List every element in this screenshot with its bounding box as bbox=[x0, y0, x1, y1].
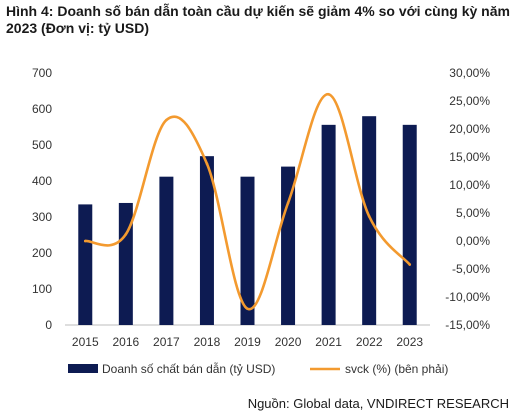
x-tick-label: 2017 bbox=[153, 335, 180, 349]
y-left-tick-label: 200 bbox=[32, 246, 52, 260]
yoy-point bbox=[205, 162, 209, 166]
y-left-tick-label: 100 bbox=[32, 282, 52, 296]
legend-swatch-bars bbox=[68, 364, 98, 373]
y-right-tick-label: 10,00% bbox=[449, 178, 490, 192]
chart-title: Hình 4: Doanh số bán dẫn toàn cầu dự kiế… bbox=[6, 3, 510, 36]
y-right-tick-label: 25,00% bbox=[449, 94, 490, 108]
y-left-tick-label: 600 bbox=[32, 102, 52, 116]
legend-label-bars: Doanh số chất bán dẫn (tỷ USD) bbox=[102, 361, 275, 376]
y-left-tick-label: 400 bbox=[32, 174, 52, 188]
yoy-point bbox=[327, 92, 330, 96]
y-right-tick-label: -5,00% bbox=[452, 262, 490, 276]
x-tick-label: 2021 bbox=[315, 335, 342, 349]
y-right-tick-label: 15,00% bbox=[449, 150, 490, 164]
yoy-line bbox=[83, 92, 412, 311]
y-left-tick-label: 500 bbox=[32, 138, 52, 152]
y-left-tick-label: 0 bbox=[45, 318, 52, 332]
bar bbox=[159, 176, 174, 325]
y-right-tick-label: 20,00% bbox=[449, 122, 490, 136]
x-tick-label: 2015 bbox=[72, 335, 99, 349]
bar bbox=[78, 204, 93, 325]
x-tick-label: 2023 bbox=[396, 335, 423, 349]
bar bbox=[402, 124, 417, 325]
yoy-point bbox=[367, 215, 371, 218]
yoy-point bbox=[286, 201, 290, 205]
yoy-point bbox=[408, 263, 412, 266]
yoy-point bbox=[83, 239, 87, 243]
yoy-point bbox=[165, 118, 168, 122]
x-tick-label: 2020 bbox=[275, 335, 302, 349]
y-right-tick-label: 0,00% bbox=[456, 234, 490, 248]
source-note: Nguồn: Global data, VNDIRECT RESEARCH bbox=[247, 396, 509, 411]
x-tick-label: 2018 bbox=[194, 335, 221, 349]
bar bbox=[321, 124, 336, 325]
legend-label-line: svck (%) (bên phải) bbox=[345, 362, 448, 376]
x-tick-label: 2022 bbox=[356, 335, 383, 349]
bar bbox=[199, 156, 214, 325]
y-right-tick-label: 5,00% bbox=[456, 206, 490, 220]
bar bbox=[240, 176, 255, 325]
x-tick-label: 2019 bbox=[234, 335, 261, 349]
yoy-point bbox=[124, 232, 128, 236]
y-right-tick-label: -10,00% bbox=[445, 290, 490, 304]
y-right-tick-label: 30,00% bbox=[449, 66, 490, 80]
y-left-tick-label: 300 bbox=[32, 210, 52, 224]
bar bbox=[281, 166, 296, 325]
bar bbox=[118, 202, 133, 325]
y-right-tick-label: -15,00% bbox=[445, 318, 490, 332]
x-tick-label: 2016 bbox=[112, 335, 139, 349]
y-left-tick-label: 700 bbox=[32, 66, 52, 80]
bar bbox=[362, 116, 377, 325]
yoy-point bbox=[246, 307, 249, 311]
